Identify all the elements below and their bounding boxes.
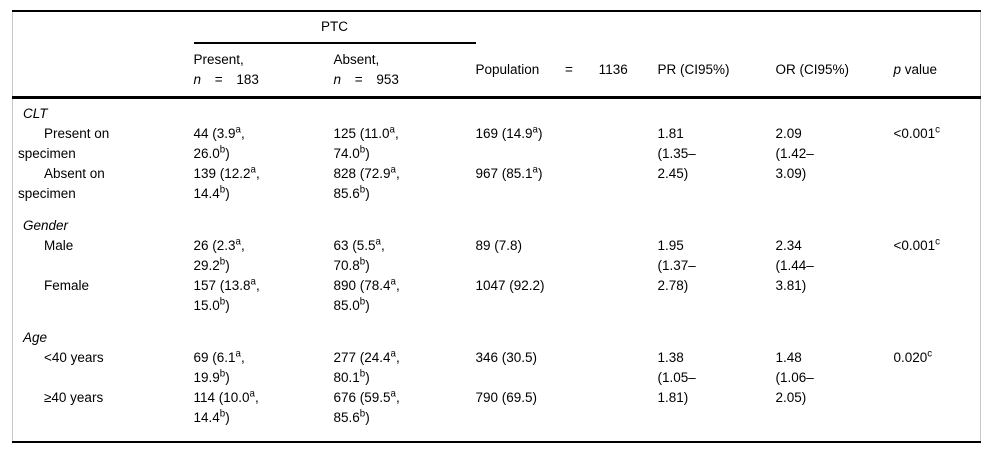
cell-ptc-absent: 890 (78.4a, 85.0b): [333, 276, 400, 313]
row-label: <40 years: [44, 350, 104, 365]
cell-population: 1047 (92.2): [475, 278, 545, 293]
section-row-gender: Gender: [13, 204, 981, 236]
spacer-cell: [13, 428, 981, 442]
cell-pr: 1.38 (1.05– 1.81): [657, 350, 696, 405]
cell-ptc-present: 26 (2.3a, 29.2b): [193, 236, 245, 273]
empty-header-cell: [658, 11, 776, 43]
cell-ptc-present: 44 (3.9a, 26.0b): [193, 124, 245, 161]
cell-population: 967 (85.1a): [475, 164, 543, 181]
group-header-row: PTC: [13, 11, 981, 44]
cell-or: 2.09 (1.42– 3.09): [775, 126, 814, 181]
cell-ptc-absent: 125 (11.0a, 74.0b): [333, 124, 399, 161]
row-label: Female: [44, 278, 90, 293]
section-title: Age: [23, 330, 48, 345]
col-header-present: Present, n = 183: [193, 43, 334, 99]
table-row: Male 26 (2.3a, 29.2b) 63 (5.5a, 70.8b) 89 …: [13, 236, 981, 293]
empty-label-header: [12, 43, 194, 99]
col-header-absent: Absent, n = 953: [333, 43, 476, 99]
cell-pvalue: <0.001c: [893, 236, 941, 253]
empty-header-cell: [894, 11, 981, 43]
table-row: Present on specimen 44 (3.9a, 26.0b) 125 (…: [13, 124, 981, 181]
row-label: Male: [44, 238, 74, 253]
col-header-or: OR (CI95%): [775, 43, 894, 99]
cell-or: 2.34 (1.44– 3.81): [775, 238, 814, 293]
table-row: <40 years 69 (6.1a, 19.9b) 277 (24.4a, 80.…: [13, 348, 981, 405]
cell-ptc-absent: 63 (5.5a, 70.8b): [333, 236, 385, 273]
cell-ptc-present: 69 (6.1a, 19.9b): [193, 348, 245, 385]
bottom-spacer-row: [13, 428, 981, 442]
empty-header-cell: [476, 11, 658, 43]
table-row: Absent on specimen 139 (12.2a, 14.4b) 828 …: [13, 164, 981, 204]
group-header-ptc: PTC: [193, 11, 476, 44]
cell-pr: 1.95 (1.37– 2.78): [657, 238, 696, 293]
cell-population: 790 (69.5): [475, 390, 538, 405]
row-label: Absent on specimen: [18, 166, 105, 201]
section-title: CLT: [23, 106, 48, 121]
cell-pvalue: 0.020c: [893, 348, 933, 365]
cell-ptc-present: 157 (13.8a, 15.0b): [193, 276, 260, 313]
cell-population: 169 (14.9a): [475, 124, 543, 141]
empty-header-cell: [776, 11, 894, 43]
column-header-row: Present, n = 183 Absent, n = 953 Populatio…: [12, 43, 981, 99]
empty-corner-cell: [13, 11, 194, 43]
row-label: ≥40 years: [44, 390, 104, 405]
cell-ptc-absent: 277 (24.4a, 80.1b): [333, 348, 400, 385]
table-row: ≥40 years 114 (10.0a, 14.4b) 676 (59.5a, 8…: [13, 388, 981, 428]
cell-population: 346 (30.5): [475, 350, 538, 365]
section-title: Gender: [23, 218, 69, 233]
cell-ptc-present: 114 (10.0a, 14.4b): [193, 388, 259, 425]
col-header-pr: PR (CI95%): [657, 43, 776, 99]
col-header-pvalue: p value: [893, 43, 981, 99]
cell-pvalue: <0.001c: [893, 124, 941, 141]
section-row-clt: CLT: [13, 98, 981, 125]
cell-or: 1.48 (1.06– 2.05): [775, 350, 814, 405]
col-header-population: Population = 1136: [475, 43, 658, 99]
row-label: Present on specimen: [18, 126, 110, 161]
cell-pr: 1.81 (1.35– 2.45): [657, 126, 696, 181]
cell-population: 89 (7.8): [475, 238, 523, 253]
statistics-table: PTC Present, n = 183 Absent, n = 953 Popul…: [12, 10, 981, 443]
cell-ptc-absent: 676 (59.5a, 85.6b): [333, 388, 400, 425]
table-row: Female 157 (13.8a, 15.0b) 890 (78.4a, 85.0…: [13, 276, 981, 316]
cell-ptc-present: 139 (12.2a, 14.4b): [193, 164, 260, 201]
cell-ptc-absent: 828 (72.9a, 85.6b): [333, 164, 400, 201]
section-row-age: Age: [13, 316, 981, 348]
